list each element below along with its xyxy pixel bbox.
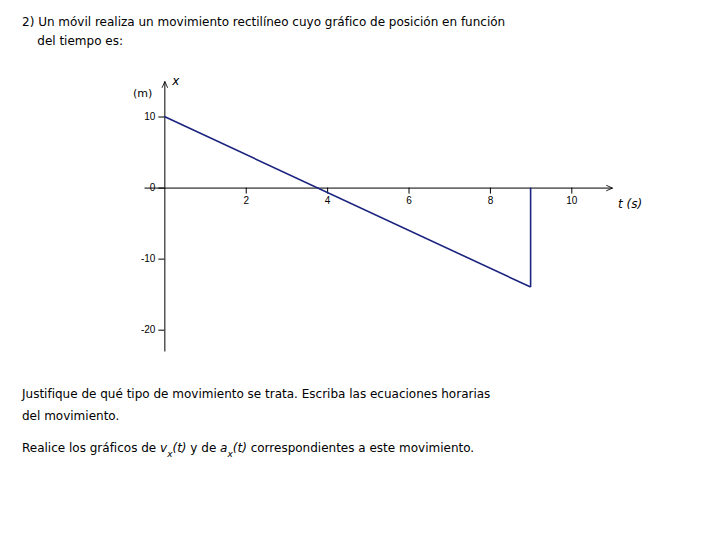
x-tick-mark xyxy=(409,188,410,194)
y-tick-label: -20 xyxy=(141,324,156,335)
chart: 2) Un móvil realiza un movimiento rectil… xyxy=(0,0,720,540)
annotation-part: Realice los gráficos de xyxy=(22,441,160,455)
y-tick-label: 10 xyxy=(144,111,156,122)
y-tick-mark xyxy=(158,188,164,189)
y-tick-mark xyxy=(158,330,164,331)
x-tick: 2 xyxy=(243,188,249,206)
x-axis-line xyxy=(145,188,613,189)
y-tick-label: 0 xyxy=(150,182,156,193)
x-label: t (s) xyxy=(618,197,642,211)
subtitle: del tiempo es: xyxy=(22,34,123,48)
annotation-part: correspondientes a este movimiento. xyxy=(247,441,474,455)
series-line xyxy=(530,188,532,287)
x-tick-mark xyxy=(490,188,491,194)
math-rest: (t) xyxy=(172,441,186,455)
annotation-part: y de xyxy=(187,441,221,455)
annotation: Realice los gráficos de vx(t) y de ax(t)… xyxy=(22,441,474,459)
plot-area xyxy=(164,117,530,288)
y-tick: 10 xyxy=(144,111,164,122)
y-tick-label: -10 xyxy=(141,253,156,264)
x-tick-mark xyxy=(571,188,572,194)
x-tick-label: 10 xyxy=(566,195,578,206)
x-tick: 8 xyxy=(488,188,494,206)
y-tick: -10 xyxy=(141,253,164,264)
y-label-unit: (m) xyxy=(133,87,152,100)
x-tick-label: 4 xyxy=(325,195,331,206)
x-tick-label: 6 xyxy=(406,195,412,206)
annotation: Justifique de qué tipo de movimiento se … xyxy=(21,387,490,401)
x-tick-label: 8 xyxy=(488,195,494,206)
math-rest: (t) xyxy=(233,441,247,455)
math-base: a xyxy=(220,441,227,455)
x-tick: 10 xyxy=(566,188,578,206)
x-axis: 2 4 6 8 10 xyxy=(145,188,613,206)
x-tick: 6 xyxy=(406,188,412,206)
y-tick: -20 xyxy=(141,324,164,335)
y-tick-mark xyxy=(158,117,164,118)
x-tick-label: 2 xyxy=(243,195,249,206)
y-tick-mark xyxy=(158,259,164,260)
x-tick-mark xyxy=(246,188,247,194)
y-axis-line xyxy=(164,82,165,352)
y-tick: 0 xyxy=(150,182,165,193)
annotation: del movimiento. xyxy=(22,409,119,423)
series-line xyxy=(164,117,530,288)
x-tick: 4 xyxy=(325,188,331,206)
y-axis: 10 0 -10 -20 xyxy=(141,82,165,352)
title: 2) Un móvil realiza un movimiento rectil… xyxy=(22,15,505,29)
y-label: x xyxy=(171,74,180,88)
